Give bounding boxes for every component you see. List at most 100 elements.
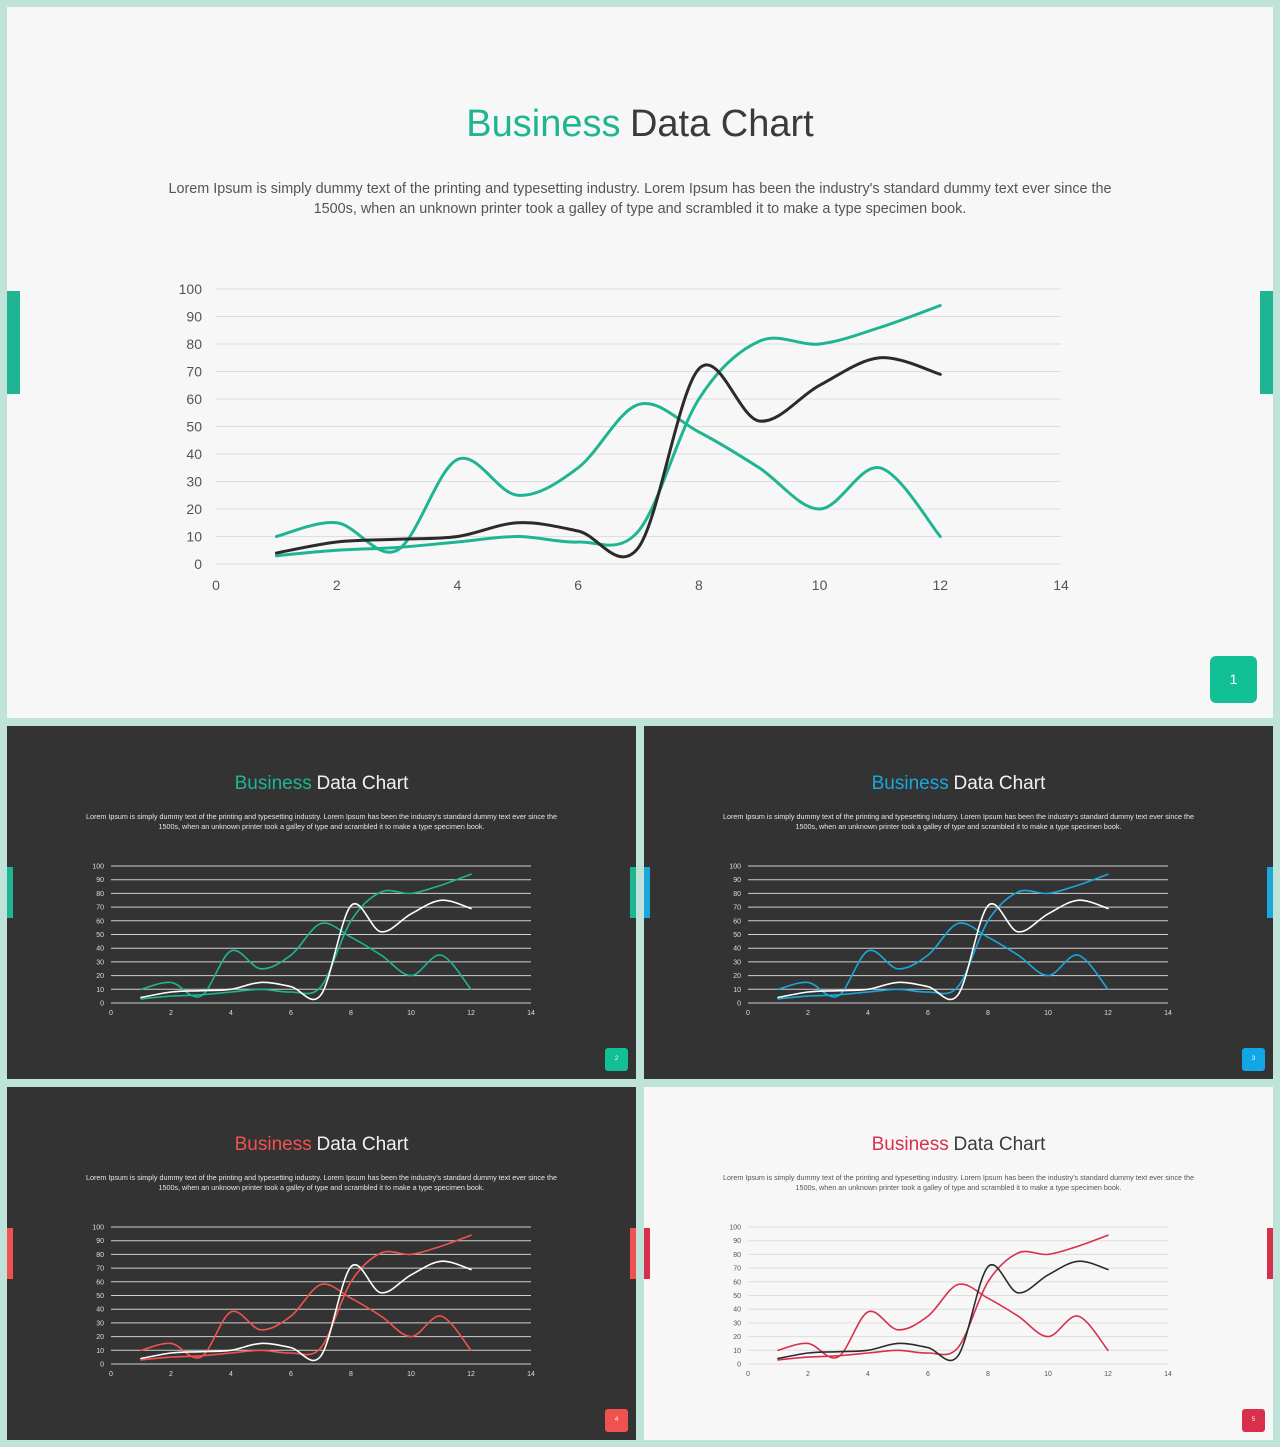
page-number-badge: 1 — [1210, 656, 1257, 703]
x-tick-label: 6 — [926, 1010, 930, 1017]
y-tick-label: 40 — [733, 946, 741, 953]
slide-title: Business Data Chart — [7, 773, 636, 795]
y-tick-label: 20 — [186, 501, 202, 517]
y-tick-label: 70 — [96, 1266, 104, 1273]
y-tick-label: 80 — [733, 1252, 741, 1259]
slide-5: Business Data Chart Lorem Ipsum is simply… — [644, 1087, 1273, 1440]
series-line-1 — [777, 922, 1109, 998]
left-accent-bar — [644, 867, 650, 918]
title-rest: Data Chart — [953, 1134, 1046, 1155]
y-tick-label: 60 — [733, 918, 741, 925]
x-tick-label: 12 — [1104, 1371, 1112, 1378]
left-accent-bar — [7, 291, 20, 394]
y-tick-label: 100 — [92, 1224, 104, 1231]
slide-4: Business Data Chart Lorem Ipsum is simply… — [7, 1087, 636, 1440]
y-tick-label: 50 — [733, 932, 741, 939]
right-accent-bar — [1260, 291, 1273, 394]
x-tick-label: 8 — [986, 1371, 990, 1378]
y-tick-label: 20 — [96, 973, 104, 980]
y-tick-label: 90 — [733, 1238, 741, 1245]
series-line-3 — [777, 899, 1109, 1001]
y-tick-label: 90 — [733, 877, 741, 884]
y-tick-label: 70 — [186, 363, 202, 379]
y-tick-label: 50 — [733, 1293, 741, 1300]
page-number-badge: 5 — [1242, 1409, 1265, 1432]
y-tick-label: 0 — [194, 556, 202, 572]
x-tick-label: 10 — [1044, 1371, 1052, 1378]
x-tick-label: 12 — [467, 1010, 475, 1017]
line-chart: 0 10 20 30 40 50 60 70 80 90 100 0 2 4 6 8 10 12 14 — [729, 863, 1172, 1017]
x-tick-label: 6 — [574, 577, 582, 593]
x-tick-label: 14 — [1053, 577, 1069, 593]
y-tick-label: 50 — [186, 418, 202, 434]
x-tick-label: 6 — [926, 1371, 930, 1378]
title-rest: Data Chart — [953, 773, 1046, 794]
x-tick-label: 0 — [746, 1371, 750, 1378]
line-chart: 0 10 20 30 40 50 60 70 80 90 100 0 2 4 6 8 10 12 14 — [92, 1224, 535, 1378]
y-tick-label: 60 — [733, 1279, 741, 1286]
series-line-3 — [140, 899, 472, 1001]
description-text: Lorem Ipsum is simply dummy text of the … — [722, 1173, 1195, 1192]
y-tick-label: 50 — [96, 1293, 104, 1300]
x-tick-label: 0 — [212, 577, 220, 593]
description-text: Lorem Ipsum is simply dummy text of the … — [722, 812, 1195, 831]
x-tick-label: 6 — [289, 1371, 293, 1378]
right-accent-bar — [630, 1228, 636, 1279]
y-tick-label: 40 — [186, 446, 202, 462]
x-tick-label: 12 — [1104, 1010, 1112, 1017]
x-tick-label: 2 — [169, 1371, 173, 1378]
y-tick-label: 100 — [92, 863, 104, 870]
y-tick-label: 10 — [733, 1348, 741, 1355]
y-tick-label: 0 — [737, 1000, 741, 1007]
y-tick-label: 30 — [96, 959, 104, 966]
y-tick-label: 10 — [186, 528, 202, 544]
left-accent-bar — [7, 867, 13, 918]
y-tick-label: 70 — [733, 905, 741, 912]
x-tick-label: 4 — [866, 1010, 870, 1017]
x-tick-label: 0 — [109, 1371, 113, 1378]
x-tick-label: 14 — [527, 1010, 535, 1017]
title-rest: Data Chart — [316, 1134, 409, 1155]
y-tick-label: 10 — [96, 987, 104, 994]
y-tick-label: 60 — [186, 391, 202, 407]
y-tick-label: 30 — [733, 959, 741, 966]
y-tick-label: 90 — [96, 877, 104, 884]
series-line-2 — [777, 1234, 1109, 1361]
series-line-1 — [140, 1283, 472, 1359]
slide-title: Business Data Chart — [7, 1134, 636, 1156]
x-tick-label: 12 — [467, 1371, 475, 1378]
y-tick-label: 0 — [100, 1361, 104, 1368]
x-tick-label: 14 — [527, 1371, 535, 1378]
series-line-1 — [140, 922, 472, 998]
description-text: Lorem Ipsum is simply dummy text of the … — [85, 1173, 558, 1192]
title-accent-word: Business — [871, 1134, 949, 1155]
x-tick-label: 2 — [333, 577, 341, 593]
y-tick-label: 10 — [733, 987, 741, 994]
slide-title: Business Data Chart — [644, 1134, 1273, 1156]
y-tick-label: 60 — [96, 918, 104, 925]
slide-title: Business Data Chart — [644, 773, 1273, 795]
line-chart: 0 10 20 30 40 50 60 70 80 90 100 0 2 4 6 8 10 12 14 — [92, 863, 535, 1017]
series-line-2 — [140, 1234, 472, 1361]
y-tick-label: 80 — [96, 891, 104, 898]
title-accent-word: Business — [234, 773, 312, 794]
right-accent-bar — [1267, 867, 1273, 918]
series-line-3 — [274, 356, 942, 559]
y-tick-label: 20 — [733, 1334, 741, 1341]
y-tick-label: 80 — [96, 1252, 104, 1259]
y-tick-label: 30 — [186, 473, 202, 489]
y-tick-label: 90 — [186, 308, 202, 324]
y-tick-label: 30 — [733, 1320, 741, 1327]
x-tick-label: 6 — [289, 1010, 293, 1017]
y-tick-label: 10 — [96, 1348, 104, 1355]
x-tick-label: 0 — [109, 1010, 113, 1017]
series-line-3 — [777, 1260, 1109, 1362]
title-accent-word: Business — [466, 103, 621, 145]
y-tick-label: 60 — [96, 1279, 104, 1286]
description-text: Lorem Ipsum is simply dummy text of the … — [85, 812, 558, 831]
y-tick-label: 40 — [733, 1307, 741, 1314]
x-tick-label: 4 — [229, 1010, 233, 1017]
x-tick-label: 2 — [806, 1010, 810, 1017]
y-tick-label: 20 — [96, 1334, 104, 1341]
x-tick-label: 8 — [986, 1010, 990, 1017]
